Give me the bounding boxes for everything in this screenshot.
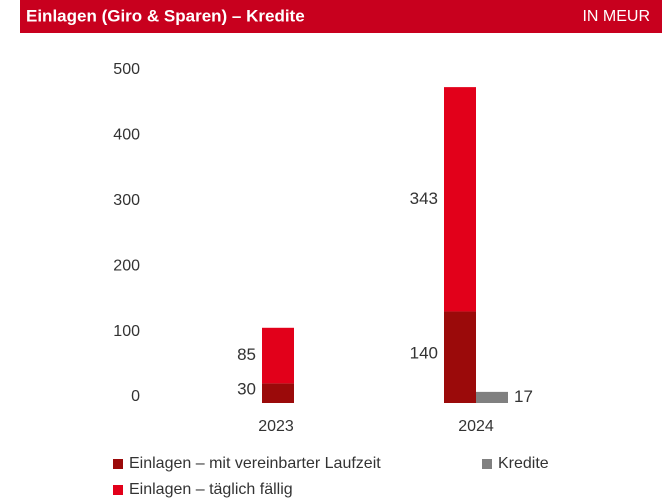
value-label: 343 — [410, 189, 438, 208]
bar-segment — [262, 383, 294, 403]
y-tick-label: 100 — [113, 323, 140, 340]
bar — [476, 391, 508, 403]
y-tick-label: 400 — [113, 127, 140, 144]
bar-segment — [444, 87, 476, 312]
legend-label: Einlagen – täglich fällig — [129, 481, 293, 498]
value-label: 17 — [514, 387, 533, 406]
header-band — [20, 0, 662, 33]
x-tick-label: 2024 — [458, 418, 494, 435]
bar-segment — [444, 311, 476, 403]
x-tick-label: 2023 — [258, 418, 294, 435]
y-tick-label: 500 — [113, 61, 140, 78]
value-label: 30 — [237, 380, 256, 399]
y-tick-label: 300 — [113, 192, 140, 209]
unit-label: IN MEUR — [582, 8, 650, 25]
legend-swatch — [113, 485, 123, 495]
y-tick-label: 200 — [113, 257, 140, 274]
bar-segment — [262, 327, 294, 384]
legend-swatch — [482, 459, 492, 469]
value-label: 140 — [410, 344, 438, 363]
legend-label: Einlagen – mit vereinbarter Laufzeit — [129, 455, 381, 472]
legend-swatch — [113, 459, 123, 469]
y-tick-label: 0 — [131, 388, 140, 405]
value-label: 85 — [237, 345, 256, 364]
legend-label: Kredite — [498, 455, 549, 472]
chart-title: Einlagen (Giro & Sparen) – Kredite — [26, 6, 305, 25]
